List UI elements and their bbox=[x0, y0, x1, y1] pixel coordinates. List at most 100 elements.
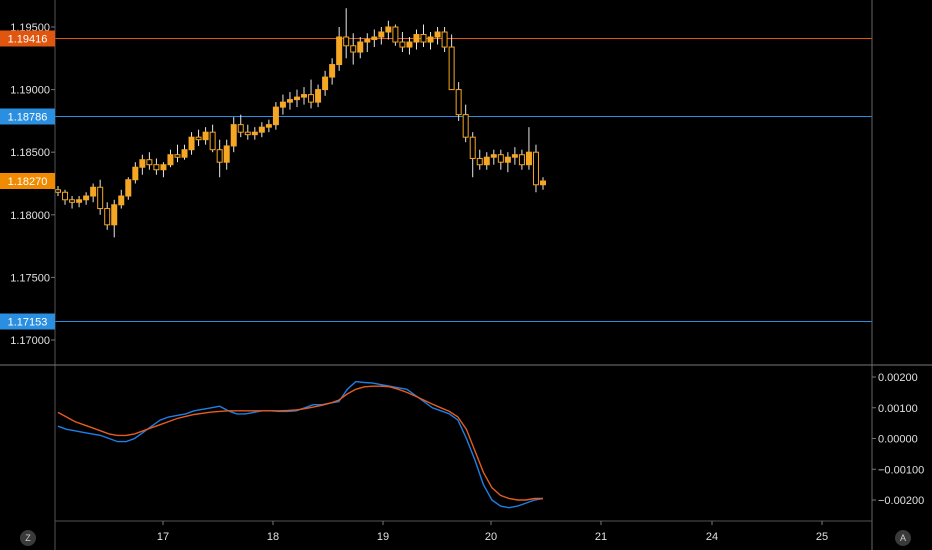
candle bbox=[434, 31, 441, 38]
candle bbox=[455, 89, 462, 116]
time-tick-label: 17 bbox=[157, 531, 169, 543]
candle bbox=[483, 156, 490, 166]
candle bbox=[490, 154, 497, 158]
price-line-badge-label: 1.18786 bbox=[8, 112, 48, 124]
candle bbox=[504, 156, 511, 163]
candle bbox=[69, 199, 76, 203]
time-tick-label: 20 bbox=[485, 531, 497, 543]
oscillator-tick-label: 0.00000 bbox=[878, 434, 918, 446]
candle bbox=[540, 180, 546, 186]
candle bbox=[329, 64, 336, 78]
candlestick-series bbox=[55, 8, 546, 238]
candle bbox=[315, 89, 322, 103]
candle bbox=[111, 204, 118, 226]
scale-toggle-left-button[interactable]: Z bbox=[20, 530, 36, 546]
candle bbox=[188, 136, 195, 151]
price-line-badge bbox=[0, 108, 55, 125]
price-tick-label: 1.17500 bbox=[10, 272, 50, 284]
candle bbox=[174, 154, 181, 158]
candle bbox=[525, 151, 532, 166]
price-line-badge-label: 1.19416 bbox=[8, 34, 48, 46]
price-tick-label: 1.18500 bbox=[10, 147, 50, 159]
candle bbox=[378, 31, 385, 38]
auto-scale-button[interactable]: A bbox=[895, 530, 911, 546]
candle bbox=[371, 36, 378, 41]
candle bbox=[357, 41, 364, 53]
candle bbox=[336, 36, 343, 66]
candle bbox=[181, 149, 188, 158]
price-tick-label: 1.17000 bbox=[10, 335, 50, 347]
time-tick-label: 19 bbox=[377, 531, 389, 543]
candle bbox=[160, 164, 167, 171]
candle bbox=[258, 126, 265, 133]
candle bbox=[420, 34, 427, 43]
candle bbox=[244, 131, 251, 136]
candle bbox=[350, 45, 357, 53]
candle bbox=[83, 195, 90, 201]
candle bbox=[125, 179, 132, 197]
candle bbox=[286, 99, 293, 103]
candle bbox=[413, 34, 420, 43]
oscillator-line-fast bbox=[57, 380, 544, 509]
candle bbox=[132, 166, 139, 181]
oscillator-tick-label: −0.00100 bbox=[878, 464, 924, 476]
candle bbox=[462, 114, 469, 138]
candle bbox=[118, 195, 125, 206]
candle bbox=[139, 159, 146, 168]
candle bbox=[251, 131, 258, 136]
candle bbox=[427, 36, 434, 43]
oscillator-tick-label: −0.00200 bbox=[878, 495, 924, 507]
candle bbox=[385, 26, 392, 33]
candle bbox=[476, 157, 483, 166]
candle bbox=[202, 131, 209, 141]
candle bbox=[55, 189, 61, 193]
candle bbox=[76, 199, 83, 203]
price-line-badge bbox=[0, 313, 55, 330]
candle bbox=[322, 76, 329, 91]
current-price-label: 1.18270 bbox=[8, 176, 48, 188]
candle bbox=[223, 145, 230, 163]
time-tick-label: 18 bbox=[267, 531, 279, 543]
time-tick-label: 24 bbox=[706, 531, 718, 543]
price-line-badge-label: 1.17153 bbox=[8, 317, 48, 329]
time-tick-label: 21 bbox=[595, 531, 607, 543]
candle bbox=[448, 46, 455, 91]
candle bbox=[469, 136, 476, 159]
candle bbox=[90, 186, 97, 197]
candle bbox=[265, 124, 272, 128]
candle bbox=[62, 191, 69, 201]
oscillator-tick-label: 0.00100 bbox=[878, 403, 918, 415]
candle bbox=[146, 159, 153, 166]
candle bbox=[195, 136, 202, 141]
price-tick-label: 1.19000 bbox=[10, 85, 50, 97]
candle bbox=[399, 41, 406, 48]
price-tick-label: 1.18000 bbox=[10, 210, 50, 222]
current-price-badge bbox=[0, 172, 55, 189]
candle bbox=[167, 154, 174, 166]
candle bbox=[497, 154, 504, 163]
candle bbox=[364, 39, 371, 43]
candle bbox=[308, 94, 315, 103]
candle bbox=[293, 96, 300, 101]
candle bbox=[216, 149, 223, 163]
price-line-badge bbox=[0, 30, 55, 47]
candle bbox=[511, 154, 518, 158]
candle bbox=[406, 41, 413, 48]
candle bbox=[279, 101, 286, 108]
candle bbox=[230, 124, 237, 147]
time-tick-label: 25 bbox=[816, 531, 828, 543]
candle bbox=[343, 36, 350, 47]
candle bbox=[392, 26, 399, 43]
candle bbox=[209, 131, 216, 151]
candle bbox=[104, 208, 111, 226]
candle bbox=[97, 186, 104, 210]
oscillator-line-slow bbox=[57, 385, 543, 501]
oscillator-tick-label: 0.00200 bbox=[878, 372, 918, 384]
candle bbox=[153, 164, 160, 171]
candle bbox=[272, 106, 279, 126]
candle bbox=[518, 154, 525, 166]
candle bbox=[532, 151, 539, 186]
candle bbox=[301, 94, 308, 98]
oscillator-series bbox=[57, 380, 544, 509]
